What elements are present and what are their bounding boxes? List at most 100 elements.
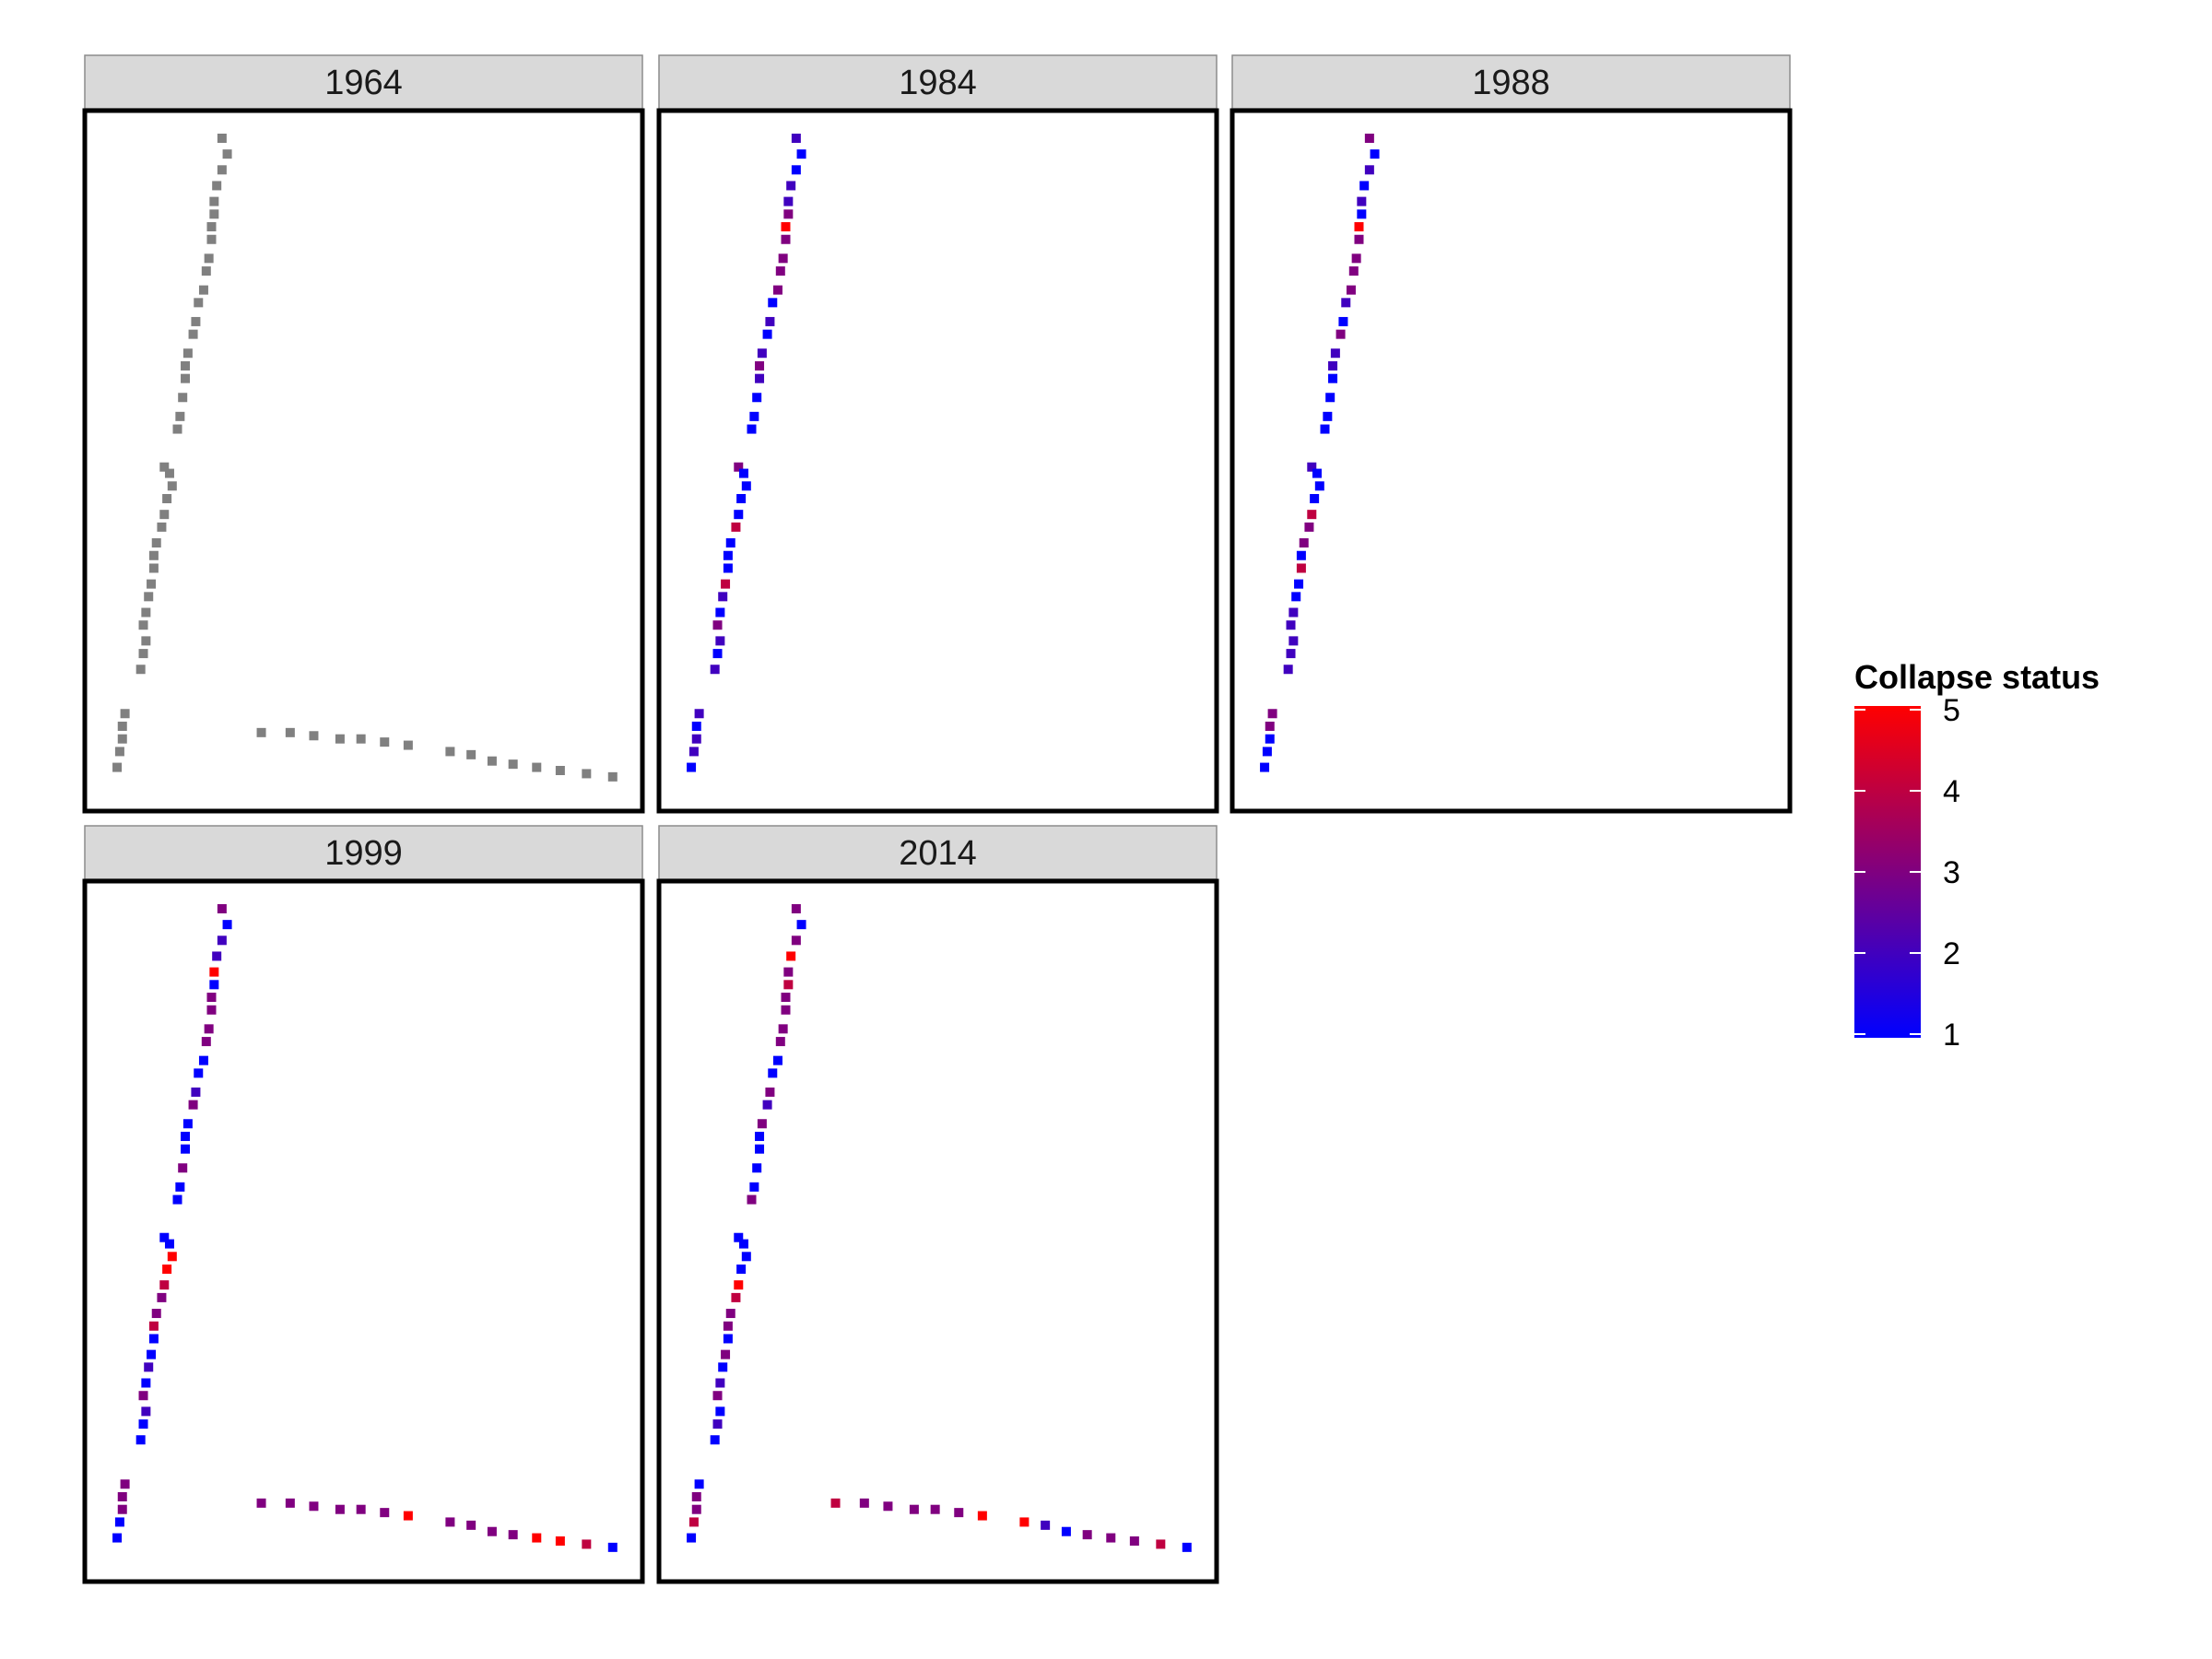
trunk-point xyxy=(731,522,741,532)
facet-panel-1988: 1988 xyxy=(1230,54,1793,814)
trunk-point xyxy=(209,209,219,219)
trunk-point xyxy=(710,1435,720,1445)
trunk-point xyxy=(781,993,791,1003)
trunk-point xyxy=(217,904,227,913)
trunk-point xyxy=(120,709,130,719)
branch-point xyxy=(532,762,542,772)
trunk-point xyxy=(755,1144,765,1154)
trunk-point xyxy=(1314,481,1324,491)
trunk-point xyxy=(151,1309,161,1319)
trunk-point xyxy=(718,1362,728,1372)
trunk-point xyxy=(204,253,214,264)
facet-strip-label: 1984 xyxy=(899,64,977,102)
trunk-point xyxy=(710,665,720,675)
trunk-point xyxy=(723,550,733,560)
branch-point xyxy=(532,1533,542,1543)
trunk-point xyxy=(157,1292,167,1302)
trunk-point xyxy=(687,1533,697,1543)
trunk-point xyxy=(775,266,785,276)
trunk-point xyxy=(1370,149,1380,159)
trunk-point xyxy=(1328,360,1338,371)
trunk-point xyxy=(741,1252,751,1262)
branch-point xyxy=(487,1526,497,1536)
trunk-point xyxy=(1267,709,1277,719)
trunk-point xyxy=(734,510,744,520)
trunk-point xyxy=(772,1055,782,1065)
branch-point xyxy=(356,734,366,744)
trunk-point xyxy=(734,1232,744,1242)
colorbar-label: 3 xyxy=(1943,855,1960,890)
branch-point xyxy=(309,1501,319,1512)
facet-panel-1999: 1999 xyxy=(82,825,645,1584)
branch-point xyxy=(954,1508,964,1518)
trunk-point xyxy=(1325,393,1335,403)
branch-point xyxy=(582,1539,592,1549)
trunk-point xyxy=(757,348,767,359)
trunk-point xyxy=(201,266,211,276)
trunk-point xyxy=(206,1005,217,1015)
branch-point xyxy=(356,1504,366,1514)
branch-point xyxy=(1041,1520,1051,1530)
trunk-point xyxy=(159,1280,170,1290)
branch-point xyxy=(555,766,565,775)
trunk-point xyxy=(772,285,782,295)
trunk-point xyxy=(1299,538,1309,548)
trunk-point xyxy=(148,1334,159,1344)
branch-point xyxy=(1106,1533,1116,1543)
trunk-point xyxy=(783,209,794,219)
branch-point xyxy=(508,759,518,770)
trunk-point xyxy=(217,935,227,946)
colorbar-label: 2 xyxy=(1943,936,1960,971)
trunk-point xyxy=(138,1391,148,1401)
panel-border xyxy=(656,108,1219,814)
trunk-point xyxy=(159,510,170,520)
trunk-point xyxy=(222,149,232,159)
trunk-point xyxy=(138,1419,148,1430)
branch-point xyxy=(555,1536,565,1546)
trunk-point xyxy=(1364,134,1374,143)
branch-point xyxy=(508,1530,518,1540)
trunk-point xyxy=(157,522,167,532)
trunk-point xyxy=(752,393,762,403)
trunk-point xyxy=(791,134,801,143)
trunk-point xyxy=(749,411,759,421)
trunk-point xyxy=(721,1349,731,1359)
trunk-point xyxy=(120,1479,130,1489)
trunk-point xyxy=(172,1194,182,1205)
trunk-point xyxy=(209,980,219,990)
trunk-point xyxy=(162,1265,172,1275)
branch-point xyxy=(380,737,390,747)
trunk-point xyxy=(687,762,697,772)
branch-point xyxy=(859,1498,869,1508)
trunk-point xyxy=(117,1491,127,1501)
trunk-point xyxy=(1364,165,1374,175)
trunk-point xyxy=(762,329,772,339)
branch-point xyxy=(1182,1542,1192,1552)
trunk-point xyxy=(723,563,733,573)
branch-point xyxy=(883,1501,893,1512)
trunk-point xyxy=(159,1232,170,1242)
trunk-point xyxy=(786,951,796,961)
trunk-point xyxy=(715,636,725,646)
trunk-point xyxy=(762,1100,772,1110)
trunk-point xyxy=(1335,329,1346,339)
trunk-point xyxy=(135,1435,146,1445)
trunk-point xyxy=(1354,222,1364,232)
trunk-point xyxy=(138,649,148,659)
trunk-point xyxy=(181,1144,191,1154)
trunk-point xyxy=(175,1182,185,1192)
trunk-point xyxy=(178,1163,188,1173)
trunk-point xyxy=(1294,579,1304,589)
trunk-point xyxy=(198,1055,208,1065)
panel-border xyxy=(82,878,645,1584)
trunk-point xyxy=(755,373,765,383)
branch-point xyxy=(582,769,592,779)
branch-point xyxy=(930,1504,940,1514)
trunk-point xyxy=(217,134,227,143)
trunk-point xyxy=(791,165,801,175)
branch-point xyxy=(403,1511,413,1521)
trunk-point xyxy=(201,1037,211,1047)
trunk-point xyxy=(114,747,124,757)
trunk-point xyxy=(1296,563,1306,573)
